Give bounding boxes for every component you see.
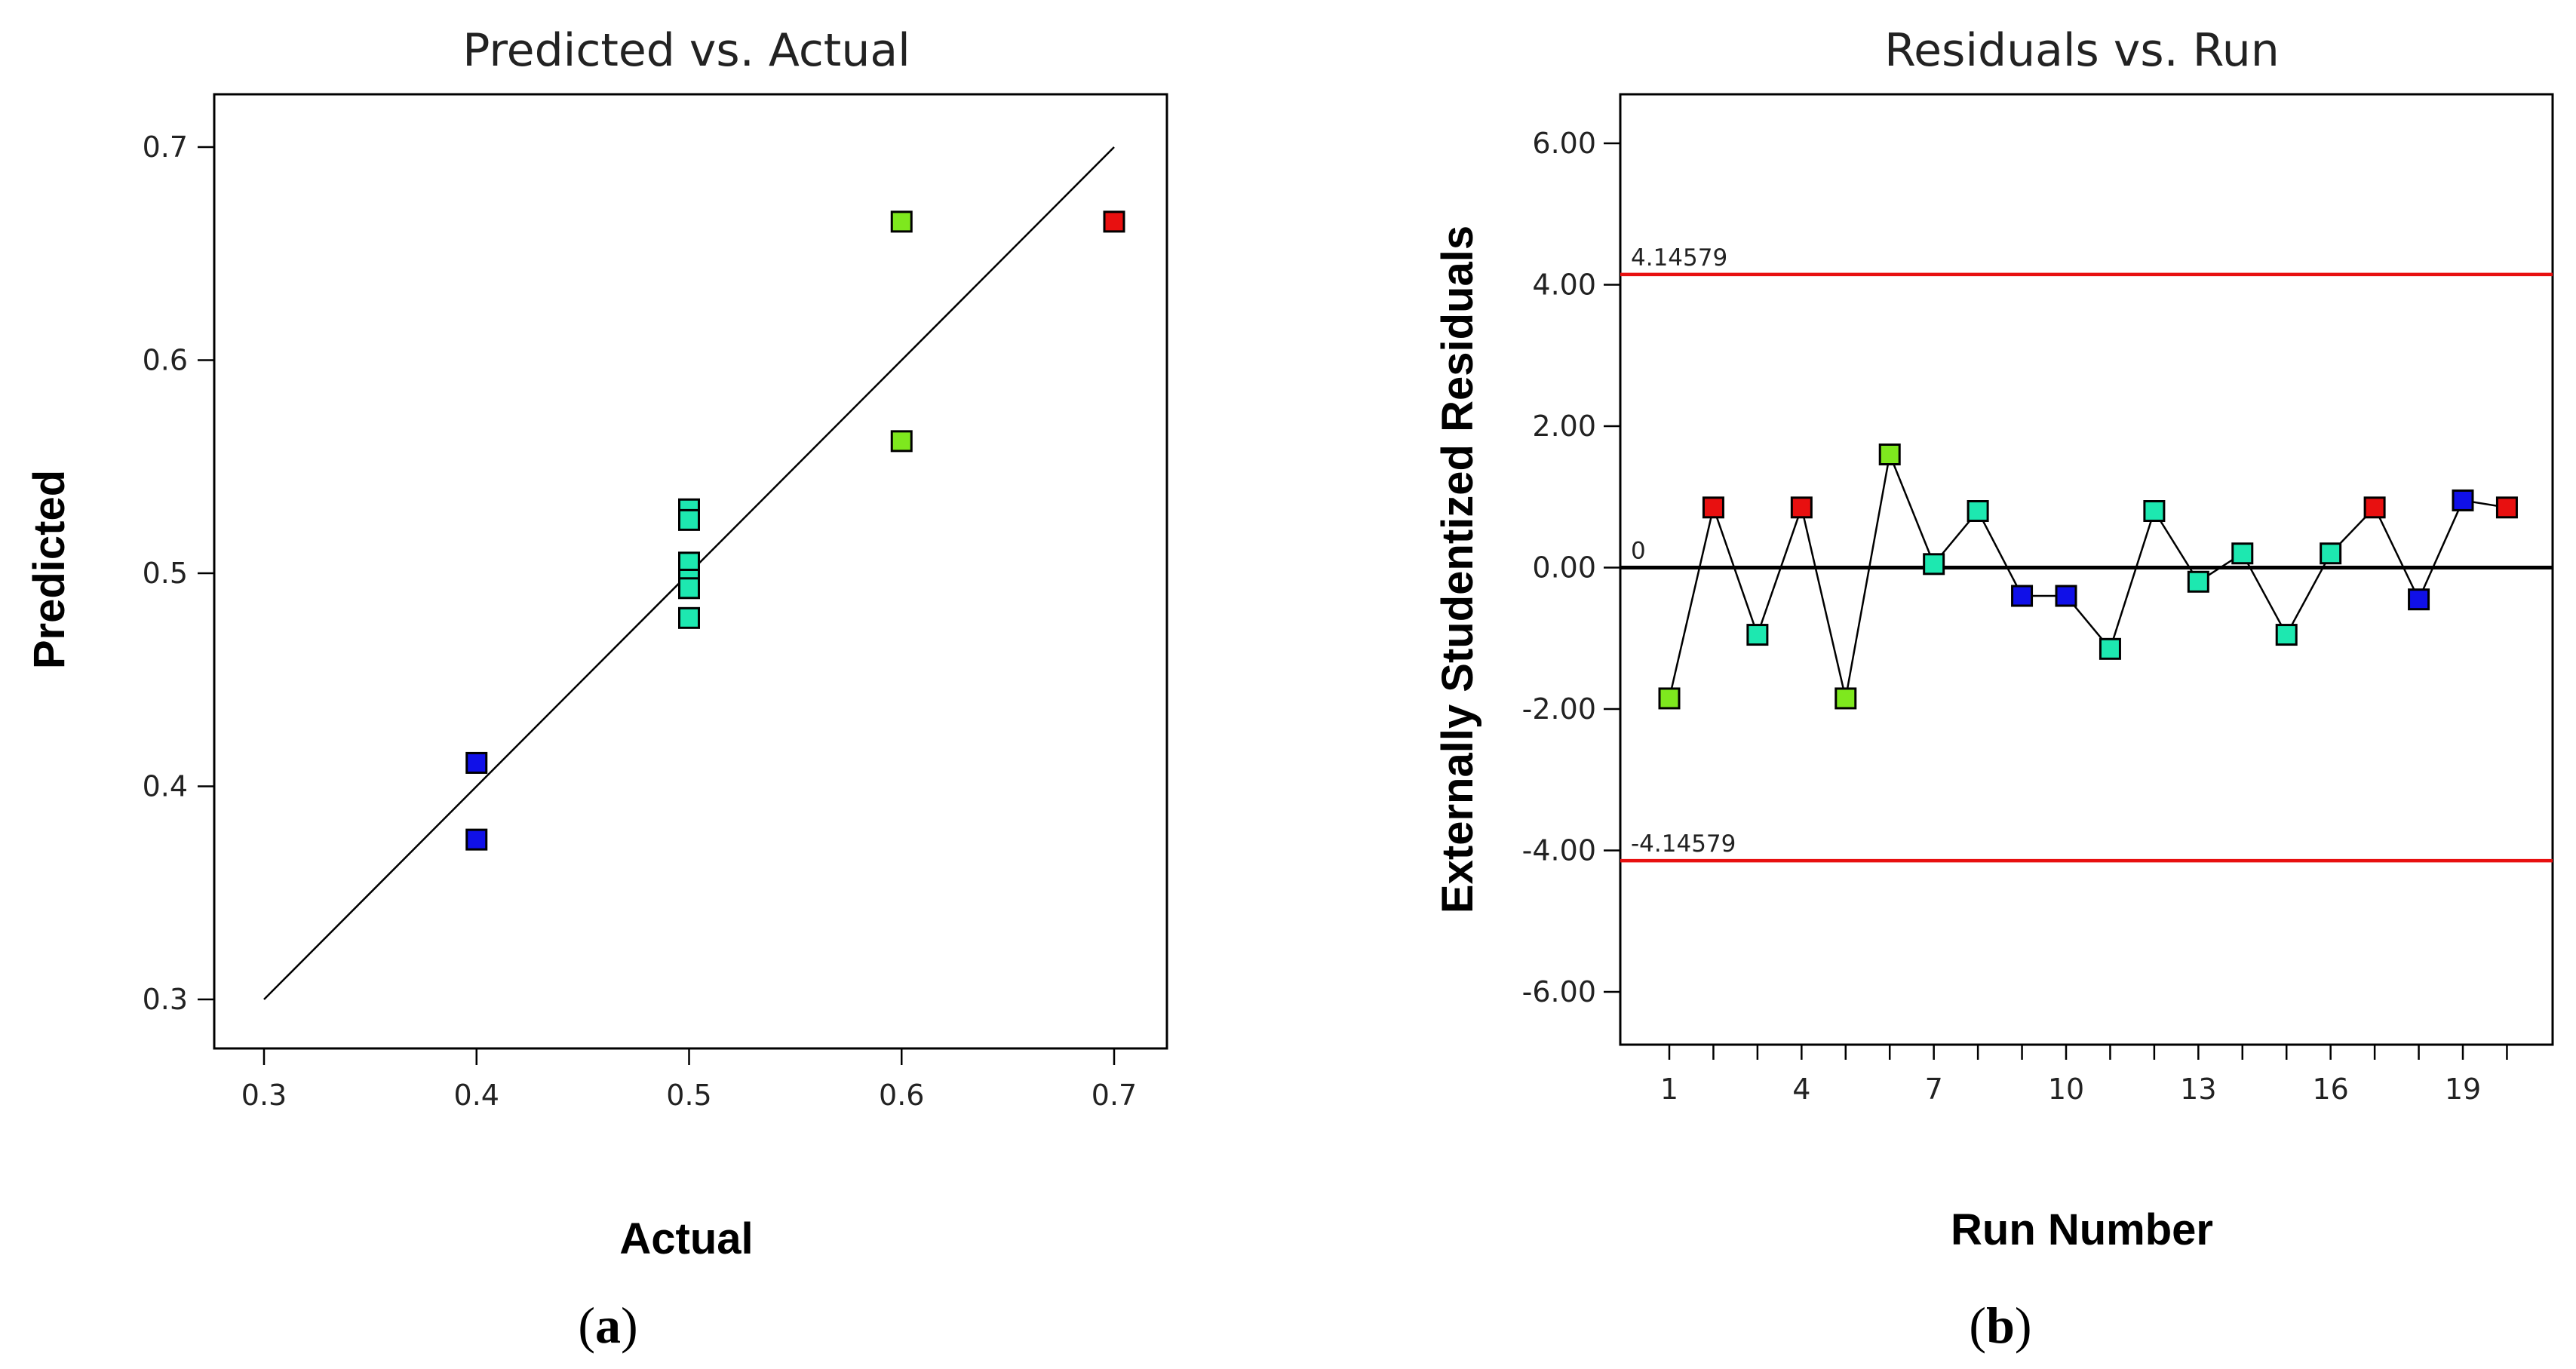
data-point (465, 828, 488, 851)
data-point (890, 210, 913, 233)
panel-label-letter: a (595, 1297, 621, 1354)
data-point (1746, 624, 1769, 646)
reference-lines: 4.14579 0 -4.14579 (1620, 244, 2553, 863)
data-point (1835, 687, 1857, 710)
x-axis-label: Run Number (1951, 1205, 2213, 1254)
x-axis: 0.3 0.4 0.5 0.6 0.7 (241, 1048, 1137, 1112)
residuals-vs-run-chart: Residuals vs. Run 4.14579 0 -4.14579 6.00 4… (1433, 24, 2554, 1354)
y-tick-label: 0.7 (143, 130, 188, 164)
reference-line-label: 0 (1631, 538, 1646, 565)
predicted-vs-actual-chart: Predicted vs. Actual 0.3 0.4 0.5 0.6 0.7 0.3… (25, 24, 1168, 1354)
series-line (1668, 451, 2507, 699)
chart-title: Residuals vs. Run (1884, 24, 2280, 77)
data-points (1658, 444, 2518, 710)
x-tick-label: 0.5 (666, 1079, 711, 1112)
x-tick-label: 4 (1792, 1073, 1810, 1106)
data-point (2452, 489, 2474, 511)
y-tick-label: -6.00 (1522, 975, 1596, 1008)
data-point (1923, 553, 1945, 576)
x-tick-label: 16 (2312, 1073, 2348, 1106)
y-tick-label: -4.00 (1522, 834, 1596, 867)
y-tick-label: 2.00 (1532, 410, 1596, 443)
x-tick-label: 0.7 (1091, 1079, 1137, 1112)
data-point (2231, 542, 2254, 565)
data-point (2055, 585, 2077, 607)
data-point (1790, 496, 1813, 519)
y-tick-label: -2.00 (1522, 692, 1596, 726)
plot-frame (213, 93, 1168, 1050)
data-point (2495, 496, 2518, 519)
y-tick-label: 0.00 (1532, 551, 1596, 585)
y-tick-label: 0.5 (143, 557, 188, 590)
x-tick-label: 1 (1660, 1073, 1678, 1106)
data-point (2408, 588, 2430, 611)
data-point (678, 606, 700, 629)
x-tick-label: 0.3 (241, 1079, 287, 1112)
data-point (678, 508, 700, 531)
data-point (2143, 500, 2166, 522)
data-point (2011, 585, 2034, 607)
data-point (1878, 444, 1901, 465)
y-axis: 0.3 0.4 0.5 0.6 0.7 (143, 130, 214, 1016)
data-point (2363, 496, 2386, 519)
data-points (465, 210, 1125, 851)
data-point (890, 430, 913, 453)
panel-label-close: ) (621, 1297, 638, 1354)
data-point (1658, 687, 1681, 710)
data-point (1967, 500, 1989, 522)
data-point (2187, 570, 2209, 593)
x-tick-label: 10 (2048, 1073, 2084, 1106)
data-point (678, 577, 700, 600)
y-tick-label: 0.6 (143, 344, 188, 377)
panel-label-open: ( (1969, 1297, 1986, 1354)
x-axis-label: Actual (619, 1214, 753, 1263)
x-tick-label: 0.4 (454, 1079, 499, 1112)
y-axis: 6.00 4.00 2.00 0.00 -2.00 -4.00 -6.00 (1522, 127, 1620, 1008)
panel-label-b: (b) (1969, 1297, 2031, 1354)
data-point (2099, 637, 2121, 660)
data-point (2275, 624, 2298, 646)
x-tick-label: 19 (2445, 1073, 2481, 1106)
x-axis: 1 4 7 10 13 16 19 (1660, 1045, 2508, 1106)
x-tick-label: 7 (1925, 1073, 1943, 1106)
panel-label-a: (a) (578, 1297, 637, 1354)
data-point (1103, 210, 1125, 233)
y-axis-label: Externally Studentized Residuals (1433, 226, 1482, 913)
y-tick-label: 4.00 (1532, 269, 1596, 302)
panel-label-letter: b (1986, 1297, 2015, 1354)
panel-label-open: ( (578, 1297, 595, 1354)
panel-label-close: ) (2015, 1297, 2032, 1354)
chart-title: Predicted vs. Actual (462, 24, 910, 77)
y-axis-label: Predicted (25, 470, 74, 669)
reference-line-label: -4.14579 (1631, 830, 1736, 858)
data-point (2320, 542, 2342, 565)
data-point (1702, 496, 1724, 519)
data-point (465, 751, 488, 774)
y-tick-label: 0.4 (143, 770, 188, 803)
x-tick-label: 0.6 (879, 1079, 924, 1112)
y-tick-label: 6.00 (1532, 127, 1596, 160)
reference-line-label: 4.14579 (1631, 244, 1727, 272)
x-tick-label: 13 (2180, 1073, 2216, 1106)
y-tick-label: 0.3 (143, 983, 188, 1016)
